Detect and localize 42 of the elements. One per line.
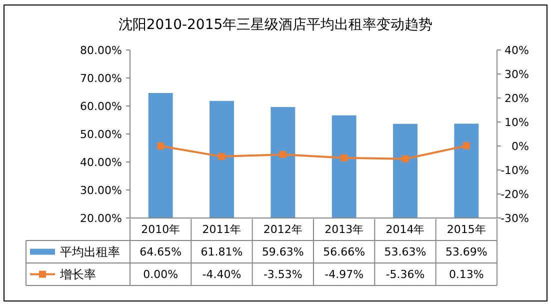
y2-tick-label: 10% <box>504 116 529 129</box>
y2-tick-label: 40% <box>504 44 529 57</box>
data-label: -4.97% <box>324 268 364 282</box>
y2-tick-label: 20% <box>504 92 529 105</box>
y2-tick-label: -10% <box>500 164 529 177</box>
x-tick-label: 2011年 <box>202 223 242 236</box>
data-label: 59.63% <box>262 246 304 259</box>
data-label: -4.40% <box>202 268 242 282</box>
y-tick-label: 70.00% <box>80 72 122 85</box>
x-tick-label: 2012年 <box>263 223 302 236</box>
x-tick-label: 2010年 <box>141 223 180 236</box>
chart-title: 沈阳2010-2015年三星级酒店平均出租率变动趋势 <box>118 17 433 33</box>
point <box>402 155 409 162</box>
point <box>218 153 226 160</box>
y2-tick-label: -20% <box>500 188 529 201</box>
legend-label: 平均出租率 <box>60 244 120 259</box>
x-tick-label: 2015年 <box>446 223 486 236</box>
x-tick-label: 2014年 <box>386 223 425 236</box>
legend-label: 增长率 <box>59 267 96 282</box>
y-tick-label: 40.00% <box>80 156 122 169</box>
data-label: -5.36% <box>386 268 425 282</box>
y2-tick-label: 30% <box>504 68 529 81</box>
point <box>279 150 286 158</box>
y-tick-label: 60.00% <box>80 100 122 113</box>
y-tick-label: 20.00% <box>80 212 122 225</box>
data-label: -3.53% <box>263 268 302 282</box>
y2-tick-label: -30% <box>500 212 529 225</box>
y2-tick-label: 0% <box>512 140 529 153</box>
point <box>157 142 164 150</box>
point <box>340 154 348 162</box>
data-label: 0.13% <box>448 268 484 282</box>
data-label: 53.69% <box>445 246 488 259</box>
y-tick-label: 30.00% <box>80 184 122 197</box>
data-label: 61.81% <box>200 246 243 259</box>
data-label: 56.66% <box>323 246 366 259</box>
x-tick-label: 2013年 <box>324 223 364 236</box>
y-tick-label: 80.00% <box>80 44 122 57</box>
point <box>462 142 470 150</box>
data-label: 53.63% <box>384 246 426 259</box>
data-label: 0.00% <box>143 268 178 282</box>
y-tick-label: 50.00% <box>80 128 122 141</box>
data-label: 64.65% <box>140 246 182 259</box>
